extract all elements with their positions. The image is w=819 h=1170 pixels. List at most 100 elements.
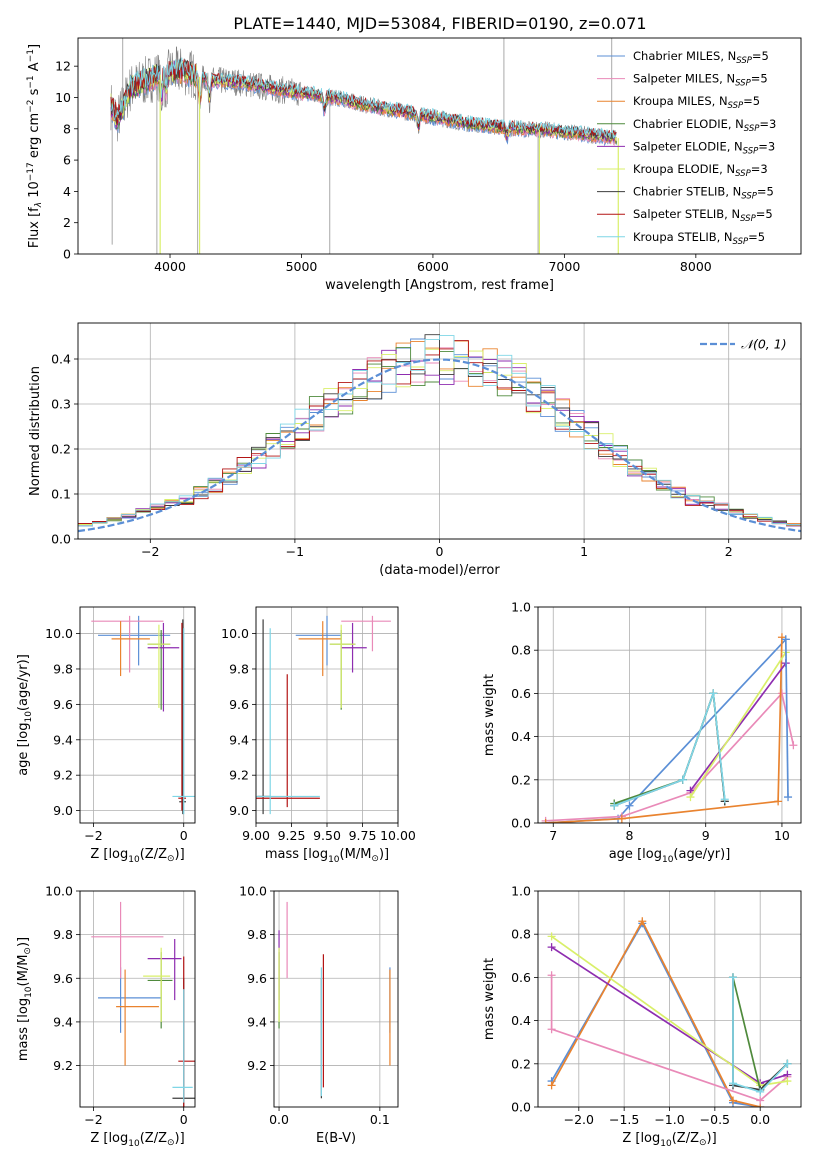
mass-vs-metallicity-xlabel: Z [log10​(Z/Z⊙​)] [90, 1131, 184, 1149]
mass-weight-vs-age-marker-kroupa-stelib [610, 801, 619, 810]
mass-weight-vs-age-ytick-label: 0.0 [511, 816, 531, 831]
mass-weight-vs-metallicity-line-kroupa-miles [550, 919, 761, 1107]
mass-vs-ebv-xlabel: E(B-V) [316, 1131, 356, 1146]
spectrum-xtick-label: 6000 [417, 259, 449, 274]
mass-weight-vs-age-marks [541, 633, 798, 823]
age-vs-metallicity-ytick-label: 9.0 [53, 803, 73, 818]
mass-vs-metallicity-point-salpeter-stelib [178, 956, 195, 1107]
mass-weight-vs-age-xtick-label: 7 [549, 828, 557, 843]
mass-weight-vs-age-panel: 7 8 9 10 0.0 0.2 0.4 0.6 0.8 1.0 age [log10​(age/y… [482, 600, 802, 865]
age-vs-mass-xtick-label: 9.25 [278, 828, 306, 843]
age-vs-mass-point-kroupa-elodie [329, 624, 356, 708]
mass-weight-vs-age-xtick-label: 8 [626, 828, 634, 843]
mass-weight-vs-metallicity-marker-kroupa-elodie [547, 932, 556, 941]
age-vs-mass-xtick-label: 9.00 [242, 828, 270, 843]
mass-weight-vs-metallicity-ytick-label: 0.2 [511, 1056, 531, 1071]
mass-weight-vs-age-marker-kroupa-miles [774, 797, 783, 806]
mass-vs-metallicity-xtick-label: 0 [180, 1112, 188, 1127]
mass-weight-vs-age-marker-chabrier-miles [781, 635, 790, 644]
residual-histogram-xtick-label: 0 [436, 544, 444, 559]
residual-histogram-xtick-label: −2 [141, 544, 159, 559]
age-vs-metallicity-point-chabrier-miles [98, 615, 171, 666]
mass-weight-vs-metallicity-marker-kroupa-miles [728, 1096, 737, 1105]
residual-histogram-xtick-label: 2 [725, 544, 733, 559]
spectrum-ytick-label: 12 [55, 59, 71, 74]
histogram-legend-label: 𝒩(0, 1) [741, 337, 787, 352]
age-vs-metallicity-point-kroupa-elodie [147, 624, 171, 708]
spectrum-ytick-label: 10 [55, 90, 71, 105]
age-vs-metallicity-point-kroupa-miles [111, 621, 150, 677]
figure-title: PLATE=1440, MJD=53084, FIBERID=0190, z=0… [233, 14, 646, 33]
spectrum-marks [110, 38, 619, 254]
mass-weight-vs-age-marker-kroupa-stelib [720, 795, 729, 804]
mass-weight-vs-metallicity-marker-kroupa-miles [547, 1081, 556, 1090]
mass-weight-vs-age-line-kroupa-elodie [689, 651, 787, 798]
mass-weight-vs-age-marker-salpeter-miles [789, 741, 798, 750]
age-vs-mass-frame [255, 606, 399, 824]
spectrum-xtick-label: 5000 [286, 259, 318, 274]
mass-vs-metallicity-frame [79, 890, 196, 1108]
mass-weight-vs-metallicity-xlabel: Z [log10​(Z/Z⊙​)] [622, 1131, 716, 1149]
mass-vs-ebv-frame [273, 890, 399, 1108]
mass-vs-ebv-panel: 0.0 0.1 9.2 9.4 9.6 9.8 10.0 E(B-V) [239, 884, 399, 1146]
age-vs-mass-ytick-label: 9.0 [229, 803, 249, 818]
age-vs-mass-xtick-label: 9.50 [313, 828, 341, 843]
residual-histogram-ytick-label: 0.3 [51, 397, 71, 412]
mass-vs-metallicity-point-kroupa-miles [116, 969, 159, 1066]
age-vs-mass-marks [256, 615, 391, 815]
mass-weight-vs-metallicity-marker-salpeter-miles [547, 1025, 556, 1034]
mass-weight-vs-metallicity-line-kroupa-stelib [732, 977, 789, 1093]
mass-weight-vs-age-ytick-label: 0.6 [511, 686, 531, 701]
age-vs-mass-xtick-label: 10.00 [380, 828, 416, 843]
mass-vs-metallicity-ytick-label: 9.2 [53, 1058, 73, 1073]
mass-weight-vs-metallicity-marker-salpeter-elodie [547, 943, 556, 952]
residual-histogram-ylabel: Normed distribution [28, 366, 43, 496]
spectrum-ytick-label: 2 [63, 215, 71, 230]
mass-weight-vs-age-line-salpeter-miles [545, 691, 795, 822]
spectrum-ytick-label: 4 [63, 184, 71, 199]
mass-weight-vs-age-marker-kroupa-elodie [686, 793, 695, 802]
mass-weight-vs-age-frame [537, 606, 802, 824]
mass-weight-vs-metallicity-marks [547, 917, 792, 1107]
age-vs-metallicity-point-salpeter-miles [91, 615, 164, 673]
mass-weight-vs-age-xlabel: age [log10​(age/yr)] [609, 847, 731, 865]
mass-weight-vs-metallicity-marker-kroupa-stelib [783, 1059, 792, 1068]
legend-label-chabrier-elodie: Chabrier ELODIE, NSSP=3 [633, 117, 776, 134]
mass-weight-vs-metallicity-xtick-label: −1.5 [609, 1112, 639, 1127]
mass-vs-ebv-marks [278, 901, 391, 1099]
mass-vs-metallicity-ytick-label: 9.6 [53, 971, 73, 986]
legend-label-salpeter-miles: Salpeter MILES, NSSP=5 [633, 72, 768, 89]
residual-histogram-xlabel: (data-model)/error [379, 563, 500, 578]
mass-vs-metallicity-ytick-label: 9.8 [53, 927, 73, 942]
age-vs-mass-point-salpeter-stelib [256, 674, 320, 808]
residual-histogram-ytick-label: 0.4 [51, 352, 71, 367]
mass-weight-vs-metallicity-marker-salpeter-miles [547, 971, 556, 980]
residual-histogram-panel: −2 −1 0 1 2 0.0 0.1 0.2 0.3 0.4 (data-model)/error… [28, 322, 802, 578]
age-vs-metallicity-marks [91, 615, 195, 815]
age-vs-metallicity-ytick-label: 9.4 [53, 732, 73, 747]
mass-weight-vs-metallicity-frame [537, 890, 802, 1108]
mass-vs-metallicity-xtick-label: −2 [84, 1112, 102, 1127]
spectrum-xlabel: wavelength [Angstrom, rest frame] [325, 278, 554, 293]
mass-weight-vs-metallicity-ytick-label: 0.4 [511, 1013, 531, 1028]
mass-weight-vs-age-line-chabrier-miles [784, 639, 789, 798]
mass-vs-metallicity-ylabel: mass [log10​(M/M⊙​)] [16, 937, 34, 1061]
mass-weight-vs-age-line-kroupa-miles [545, 637, 783, 823]
mass-weight-vs-age-marker-kroupa-miles [541, 819, 550, 823]
legend-label-kroupa-stelib: Kroupa STELIB, NSSP=5 [633, 230, 765, 247]
mass-weight-vs-age-marker-chabrier-miles [784, 793, 793, 802]
age-vs-metallicity-ytick-label: 9.8 [53, 661, 73, 676]
residual-histogram-xtick-label: −1 [286, 544, 304, 559]
mass-weight-vs-metallicity-xtick-label: −1.0 [654, 1112, 684, 1127]
plots-layer: 4000 5000 6000 7000 8000024681012wavelength … [16, 37, 802, 1149]
mass-weight-vs-age-ylabel: mass weight [482, 674, 497, 756]
mass-weight-vs-metallicity-ytick-label: 1.0 [511, 884, 531, 899]
mass-weight-vs-metallicity-ytick-label: 0.0 [511, 1100, 531, 1115]
mass-weight-vs-age-ytick-label: 0.2 [511, 772, 531, 787]
age-vs-metallicity-panel: −2 0 9.0 9.2 9.4 9.6 9.8 10.0 Z [log10​(Z/Z⊙​)] a… [16, 606, 196, 865]
legend-label-salpeter-stelib: Salpeter STELIB, NSSP=5 [633, 207, 773, 224]
age-vs-metallicity-ylabel: age [log10​(age/yr)] [16, 654, 34, 776]
mass-weight-vs-age-line-chabrier-miles [545, 638, 787, 823]
mass-weight-vs-metallicity-marker-salpeter-miles [756, 1096, 765, 1105]
age-vs-mass-panel: 9.00 9.25 9.50 9.75 10.00 9.0 9.2 9.4 9.6 9.8 10.0… [221, 606, 416, 865]
